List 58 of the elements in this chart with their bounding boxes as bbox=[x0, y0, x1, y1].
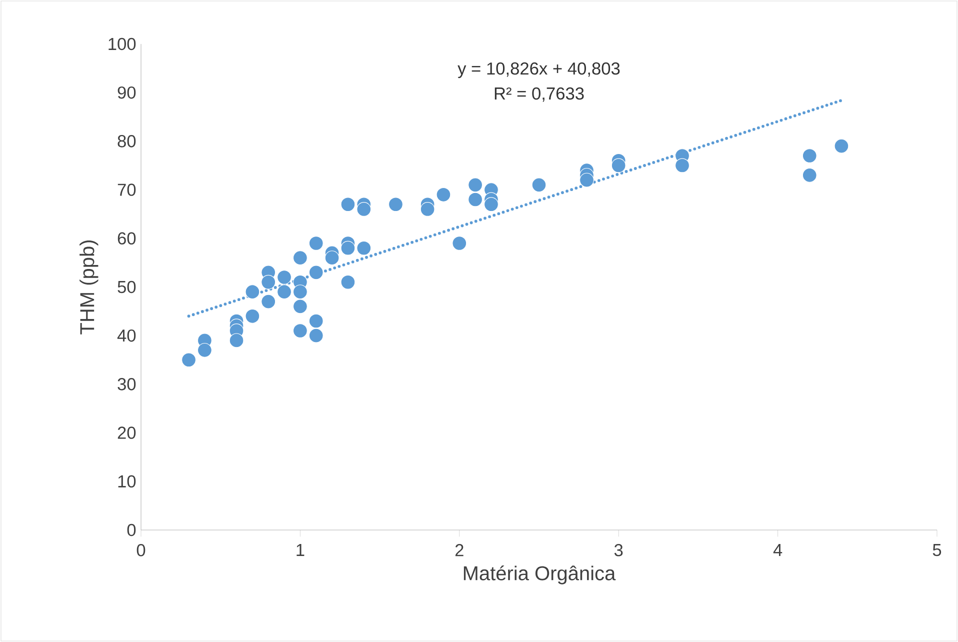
y-tick-label: 0 bbox=[127, 524, 136, 536]
point bbox=[308, 328, 324, 343]
point bbox=[468, 178, 483, 192]
x-axis-title: Matéria Orgânica bbox=[464, 565, 616, 584]
point bbox=[245, 284, 260, 300]
x-tick-label: 3 bbox=[614, 544, 623, 556]
y-axis-title: THM (ppb) bbox=[80, 240, 98, 334]
point bbox=[611, 158, 626, 173]
point bbox=[308, 236, 324, 250]
point bbox=[229, 333, 244, 348]
y-tick-label: 80 bbox=[118, 135, 136, 148]
x-tick-label: 0 bbox=[136, 544, 146, 556]
point bbox=[675, 158, 690, 173]
point bbox=[340, 274, 356, 290]
point bbox=[356, 202, 372, 216]
point bbox=[340, 197, 356, 212]
x-tick-label: 5 bbox=[932, 544, 942, 556]
point bbox=[356, 240, 372, 256]
annotation: R² = 0,7633 bbox=[494, 87, 584, 102]
y-tick-label: 40 bbox=[117, 329, 136, 342]
point bbox=[293, 299, 308, 314]
point bbox=[340, 240, 356, 256]
point bbox=[293, 324, 308, 338]
point bbox=[277, 284, 292, 300]
point bbox=[261, 294, 276, 309]
point bbox=[197, 342, 212, 358]
point bbox=[182, 352, 196, 368]
y-tick-label: 30 bbox=[118, 378, 136, 390]
y-tick-label: 20 bbox=[118, 426, 136, 439]
y-tick-label: 100 bbox=[108, 38, 136, 50]
point bbox=[420, 202, 435, 216]
y-tick-label: 70 bbox=[118, 184, 136, 196]
point bbox=[245, 308, 260, 324]
x-tick-label: 4 bbox=[773, 544, 782, 556]
point bbox=[293, 250, 308, 266]
point bbox=[468, 192, 483, 207]
x-tick-label: 2 bbox=[455, 544, 464, 556]
point bbox=[308, 265, 324, 280]
point bbox=[436, 187, 451, 202]
point bbox=[532, 178, 546, 192]
point bbox=[802, 168, 817, 182]
point bbox=[484, 197, 498, 212]
x-tick-label: 1 bbox=[296, 544, 304, 556]
point bbox=[308, 314, 324, 328]
point bbox=[324, 250, 340, 266]
point bbox=[277, 270, 292, 284]
annotation: y = 10,826x + 40,803 bbox=[458, 62, 620, 78]
y-tick-label: 10 bbox=[118, 475, 136, 488]
point bbox=[802, 148, 817, 163]
point bbox=[388, 197, 403, 212]
point bbox=[293, 284, 308, 300]
point bbox=[261, 274, 276, 290]
y-tick-label: 50 bbox=[118, 280, 136, 294]
y-tick-label: 90 bbox=[118, 86, 136, 99]
point bbox=[452, 236, 467, 250]
point bbox=[834, 138, 849, 154]
point bbox=[580, 172, 594, 188]
y-tick-label: 60 bbox=[118, 232, 136, 245]
